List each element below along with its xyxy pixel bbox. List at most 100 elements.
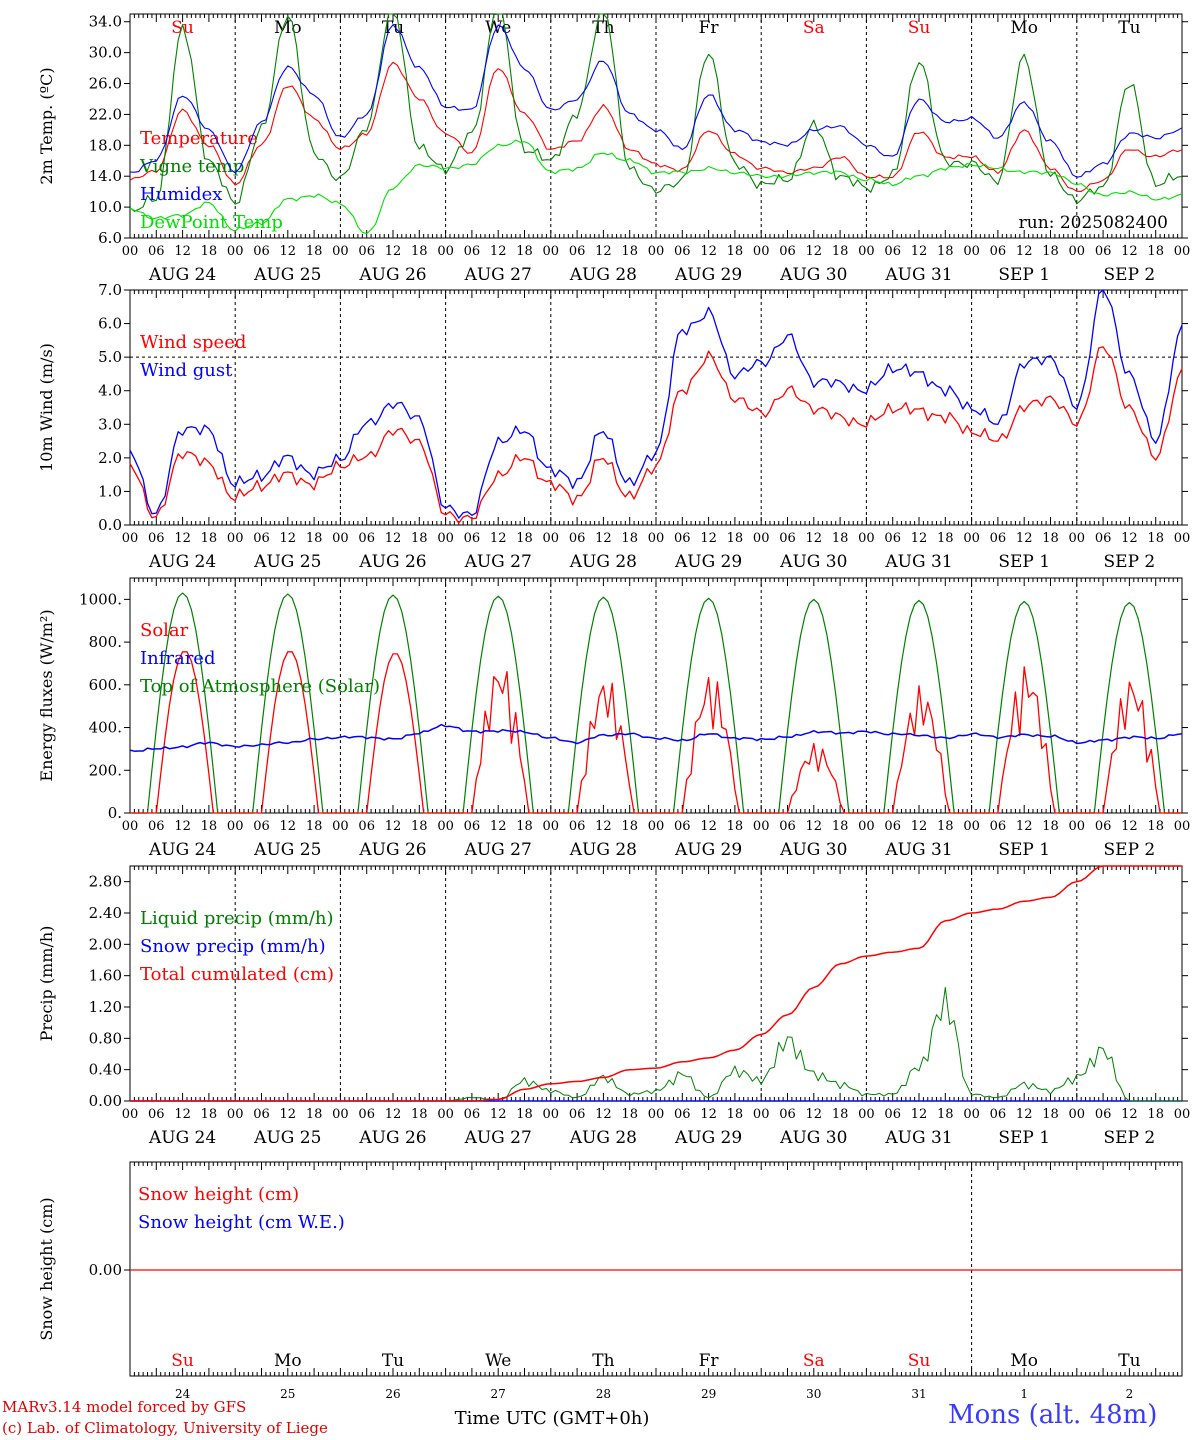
weekday-label: Tu (1118, 1351, 1140, 1371)
hour-label: 00 (963, 244, 980, 259)
date-label: SEP 2 (1104, 1128, 1156, 1148)
hour-label: 18 (411, 244, 428, 259)
series-solar (130, 651, 1182, 814)
date-label: AUG 24 (148, 1128, 216, 1148)
hour-label: 12 (280, 819, 297, 834)
hour-label: 06 (990, 819, 1007, 834)
hour-label: 06 (464, 531, 481, 546)
y-tick-label: 6.0 (98, 229, 122, 247)
hour-label: 12 (1016, 531, 1033, 546)
y-tick-label: 7.0 (98, 281, 122, 299)
hour-label: 06 (990, 531, 1007, 546)
date-label: AUG 30 (779, 1128, 847, 1148)
weekday-label: Mo (274, 1351, 302, 1371)
y-tick-label: 0.00 (89, 1092, 122, 1110)
y-tick-label: 34.0 (89, 13, 122, 31)
hour-label: 18 (411, 819, 428, 834)
hour-label: 00 (437, 244, 454, 259)
hour-label: 12 (490, 1107, 507, 1122)
hour-label: 00 (858, 1107, 875, 1122)
y-tick-label: 6.0 (98, 315, 122, 333)
y-tick-label: 400. (89, 719, 122, 737)
hour-label: 00 (858, 819, 875, 834)
y-tick-label: 0.40 (89, 1061, 122, 1079)
hour-label: 06 (779, 244, 796, 259)
date-label: AUG 24 (148, 265, 216, 285)
date-label: AUG 29 (674, 1128, 742, 1148)
date-label: SEP 1 (998, 1128, 1050, 1148)
hour-label: 00 (437, 819, 454, 834)
hour-label: 00 (543, 244, 560, 259)
hour-label: 06 (358, 244, 375, 259)
x-axis-label: Time UTC (GMT+0h) (455, 1408, 650, 1429)
hour-label: 06 (1095, 819, 1112, 834)
hour-label: 12 (700, 1107, 717, 1122)
day-number-label: 25 (280, 1387, 295, 1401)
hour-label: 12 (174, 1107, 191, 1122)
date-label: SEP 2 (1104, 265, 1156, 285)
legend-entry: Liquid precip (mm/h) (140, 908, 334, 929)
date-label: AUG 26 (358, 265, 426, 285)
day-number-label: 24 (175, 1387, 191, 1401)
hour-label: 06 (148, 1107, 165, 1122)
hour-label: 00 (858, 531, 875, 546)
day-number-label: 30 (806, 1387, 821, 1401)
hour-label: 00 (332, 1107, 349, 1122)
hour-label: 12 (806, 1107, 823, 1122)
y-tick-label: 22.0 (89, 105, 122, 123)
date-label: AUG 29 (674, 265, 742, 285)
hour-label: 06 (464, 1107, 481, 1122)
hour-label: 06 (253, 819, 270, 834)
hour-label: 06 (884, 531, 901, 546)
hour-label: 12 (1121, 244, 1138, 259)
series-vigne-temp (129, 13, 1183, 212)
copyright-credit: (c) Lab. of Climatology, University of L… (2, 1419, 328, 1437)
hour-label: 00 (543, 819, 560, 834)
hour-label: 06 (779, 819, 796, 834)
date-label: AUG 24 (148, 552, 216, 572)
weekday-label: Fr (699, 1351, 720, 1371)
hour-label: 18 (201, 244, 218, 259)
hour-label: 18 (937, 1107, 954, 1122)
weekday-label: Su (171, 1351, 194, 1371)
hour-label: 00 (122, 819, 139, 834)
hour-label: 18 (201, 531, 218, 546)
date-label: AUG 31 (884, 552, 952, 572)
date-label: SEP 1 (998, 265, 1050, 285)
y-tick-label: 18.0 (89, 136, 122, 154)
hour-label: 18 (516, 819, 533, 834)
y-tick-label: 0. (108, 804, 122, 822)
hour-label: 06 (358, 819, 375, 834)
hour-label: 00 (1069, 819, 1086, 834)
date-label: AUG 31 (884, 265, 952, 285)
weekday-label: Th (592, 1351, 614, 1371)
hour-label: 18 (1147, 244, 1164, 259)
hour-label: 12 (700, 819, 717, 834)
hour-label: 18 (937, 531, 954, 546)
y-tick-label: 2.80 (89, 873, 122, 891)
date-label: AUG 29 (674, 552, 742, 572)
hour-label: 06 (779, 1107, 796, 1122)
date-label: AUG 28 (569, 840, 637, 860)
y-tick-label: 10.0 (89, 198, 122, 216)
hour-label: 12 (385, 1107, 402, 1122)
date-label: AUG 30 (779, 840, 847, 860)
hour-label: 00 (1174, 1107, 1191, 1122)
hour-label: 12 (595, 531, 612, 546)
legend-entry: Infrared (140, 648, 215, 669)
hour-label: 18 (832, 244, 849, 259)
hour-label: 18 (621, 244, 638, 259)
hour-label: 06 (990, 1107, 1007, 1122)
y-tick-label: 30.0 (89, 44, 122, 62)
hour-label: 06 (674, 531, 691, 546)
hour-label: 00 (1174, 531, 1191, 546)
hour-label: 06 (148, 819, 165, 834)
legend-entry: Wind speed (140, 332, 246, 353)
hour-label: 12 (911, 1107, 928, 1122)
y-axis-label: Snow height (cm) (37, 1197, 56, 1340)
hour-label: 12 (806, 531, 823, 546)
hour-label: 18 (201, 1107, 218, 1122)
hour-label: 00 (1174, 244, 1191, 259)
date-label: AUG 25 (253, 265, 321, 285)
date-label: SEP 1 (998, 552, 1050, 572)
